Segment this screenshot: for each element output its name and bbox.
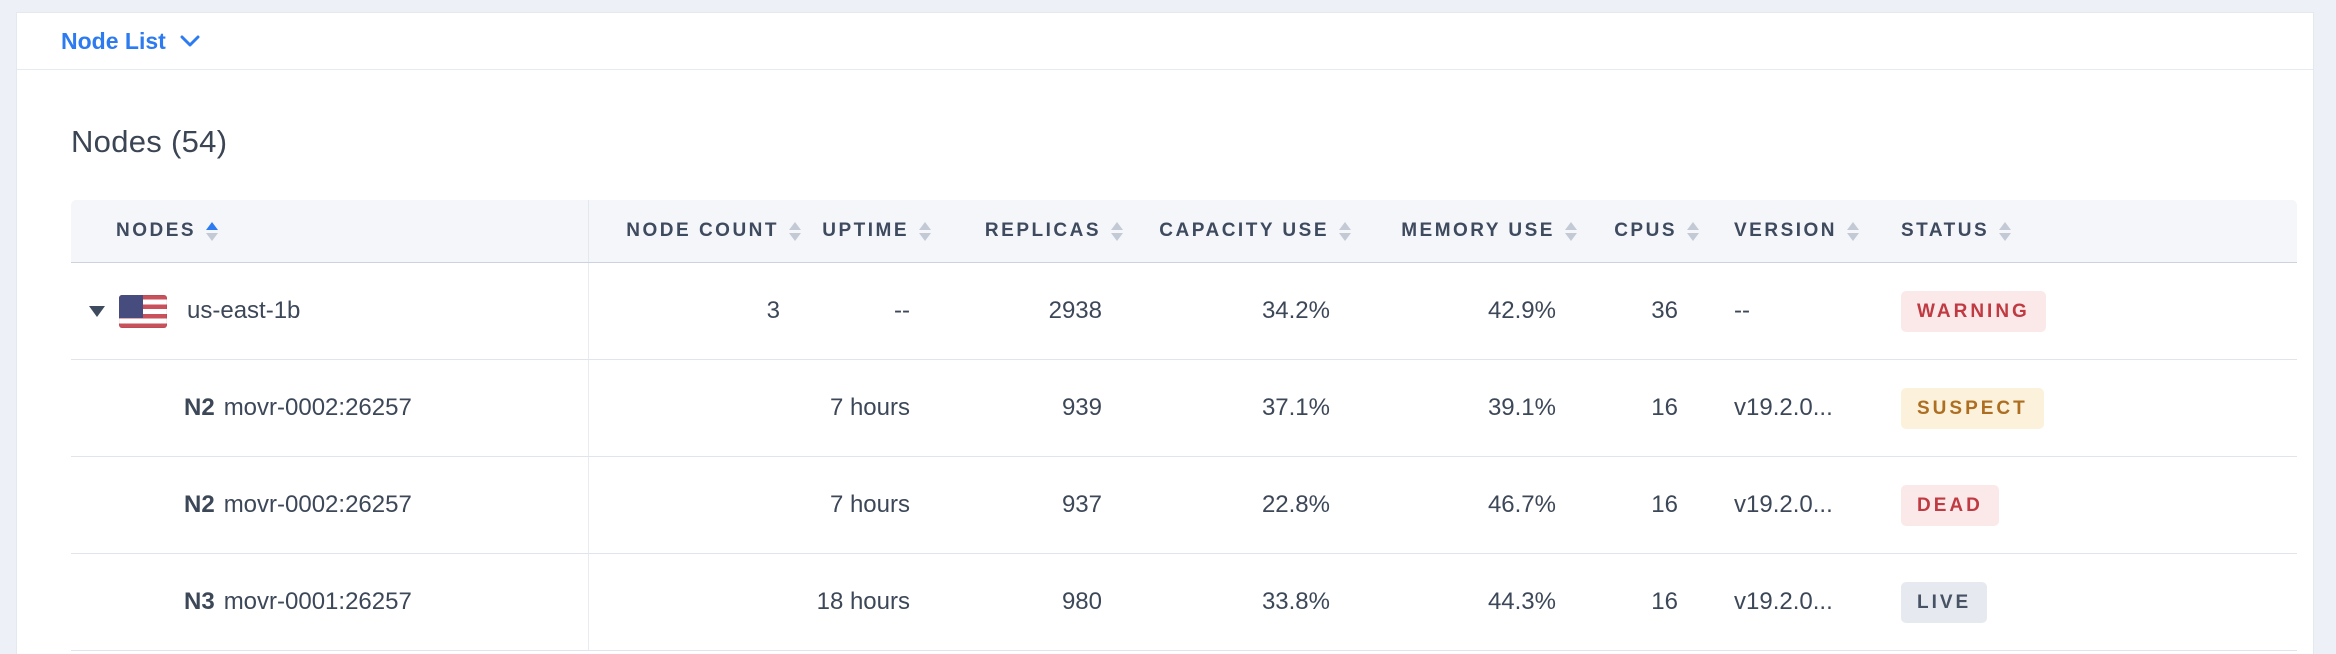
us-flag-icon [119,294,167,328]
node-count-cell [589,457,801,553]
sort-icon [789,221,801,241]
node-count-cell [589,360,801,456]
node-id: N2 [184,491,215,518]
column-header-node-count[interactable]: NODE COUNT [589,200,801,262]
replicas-cell: 939 [1061,394,1102,421]
sort-icon [1111,221,1123,241]
status-cell: DEAD [1889,457,2297,553]
node-count-cell: 3 [766,297,780,324]
uptime-cell: -- [894,297,910,324]
version-cell: v19.2.0... [1734,588,1833,615]
column-header-nodes[interactable]: NODES [71,200,589,262]
column-label: UPTIME [822,220,909,241]
column-label: REPLICAS [984,220,1101,241]
node-name-cell: N2 movr-0002:26257 [71,457,589,553]
memory-use-cell: 44.3% [1487,588,1556,615]
memory-use-cell: 39.1% [1487,394,1556,421]
status-badge: DEAD [1901,484,1999,526]
version-cell: v19.2.0... [1734,394,1833,421]
node-id: N3 [184,588,215,615]
column-label: MEMORY USE [1401,220,1555,241]
view-switcher-dropdown[interactable]: Node List [61,28,200,55]
node-list-card: Node List Nodes (54) NODES NODE COUNT UP… [16,12,2314,654]
column-label: STATUS [1901,220,1990,241]
memory-use-cell: 46.7% [1487,491,1556,518]
node-address: movr-0001:26257 [223,588,412,615]
uptime-cell: 7 hours [829,394,910,421]
node-address: movr-0002:26257 [223,491,412,518]
nodes-table: NODES NODE COUNT UPTIME REPLICAS CAPACIT… [71,200,2297,651]
cpus-cell: 36 [1651,297,1678,324]
column-header-replicas[interactable]: REPLICAS [931,200,1123,262]
sort-icon [1847,221,1860,241]
node-id: N2 [184,394,215,421]
capacity-use-cell: 33.8% [1261,588,1330,615]
flag-canton [119,294,143,318]
replicas-cell: 980 [1061,588,1102,615]
view-switcher-label: Node List [61,27,166,54]
cpus-cell: 16 [1651,588,1678,615]
topbar: Node List [17,13,2313,70]
column-header-status[interactable]: STATUS [1889,200,2297,262]
node-name-cell: N3 movr-0001:26257 [71,554,589,650]
column-label: NODE COUNT [626,220,779,241]
sort-icon [206,221,219,241]
replicas-cell: 937 [1061,491,1102,518]
sort-icon [1687,221,1699,241]
status-badge: LIVE [1901,581,1988,623]
region-name-cell: us-east-1b [71,263,589,359]
column-header-memory-use[interactable]: MEMORY USE [1351,200,1577,262]
column-header-version[interactable]: VERSION [1699,200,1889,262]
region-name: us-east-1b [187,297,301,324]
table-row-node[interactable]: N2 movr-0002:26257 7 hours 939 37.1% 39.… [71,360,2297,457]
uptime-cell: 7 hours [829,491,910,518]
column-header-uptime[interactable]: UPTIME [801,200,931,262]
status-badge: WARNING [1901,290,2046,332]
sort-icon [1339,221,1351,241]
cpus-cell: 16 [1651,491,1678,518]
table-header-row: NODES NODE COUNT UPTIME REPLICAS CAPACIT… [71,200,2297,263]
column-header-capacity-use[interactable]: CAPACITY USE [1123,200,1351,262]
table-row-node[interactable]: N2 movr-0002:26257 7 hours 937 22.8% 46.… [71,457,2297,554]
sort-icon [1999,221,2012,241]
cpus-cell: 16 [1651,394,1678,421]
version-cell: -- [1734,297,1750,324]
column-header-cpus[interactable]: CPUS [1577,200,1699,262]
column-label: CPUS [1614,220,1677,241]
capacity-use-cell: 34.2% [1261,297,1330,324]
page-title: Nodes (54) [71,124,228,159]
node-count-cell [589,554,801,650]
node-name-cell: N2 movr-0002:26257 [71,360,589,456]
uptime-cell: 18 hours [816,588,910,615]
capacity-use-cell: 37.1% [1261,394,1330,421]
node-address: movr-0002:26257 [223,394,412,421]
memory-use-cell: 42.9% [1487,297,1556,324]
table-row-node[interactable]: N3 movr-0001:26257 18 hours 980 33.8% 44… [71,554,2297,651]
status-cell: SUSPECT [1889,360,2297,456]
status-cell: LIVE [1889,554,2297,650]
column-label: VERSION [1734,220,1838,241]
status-badge: SUSPECT [1901,387,2044,429]
capacity-use-cell: 22.8% [1261,491,1330,518]
column-label: CAPACITY USE [1159,220,1329,241]
column-label: NODES [116,220,197,241]
version-cell: v19.2.0... [1734,491,1833,518]
sort-icon [919,221,931,241]
sort-icon [1565,221,1577,241]
replicas-cell: 2938 [1048,297,1102,324]
status-cell: WARNING [1889,263,2297,359]
collapse-triangle-icon[interactable] [89,305,105,317]
chevron-down-icon [180,35,200,46]
table-row-region[interactable]: us-east-1b 3 -- 2938 34.2% 42.9% 36 -- W… [71,263,2297,360]
content: Nodes (54) NODES NODE COUNT UPTIME REPLI… [17,122,2313,651]
